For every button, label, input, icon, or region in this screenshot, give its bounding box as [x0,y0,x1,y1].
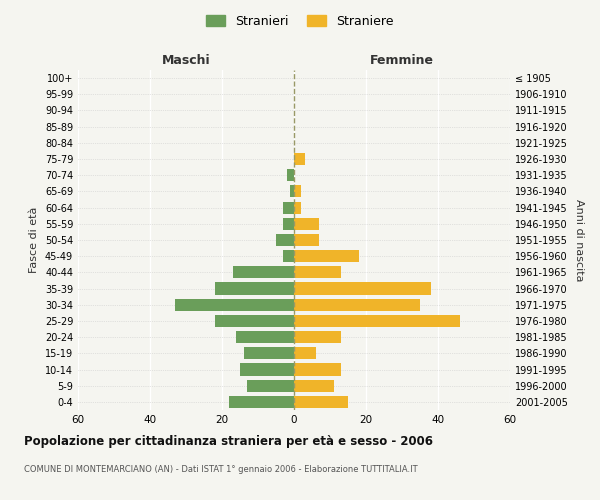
Bar [294,380,334,392]
Bar [244,348,294,360]
Bar [283,218,294,230]
Bar [294,153,305,165]
Bar [294,218,319,230]
Bar [294,315,460,327]
Bar [294,266,341,278]
Bar [236,331,294,343]
Bar [294,250,359,262]
Bar [294,396,348,408]
Text: Maschi: Maschi [161,54,211,67]
Bar [294,282,431,294]
Bar [215,315,294,327]
Legend: Stranieri, Straniere: Stranieri, Straniere [203,11,397,32]
Bar [294,348,316,360]
Bar [294,331,341,343]
Bar [287,169,294,181]
Y-axis label: Fasce di età: Fasce di età [29,207,39,273]
Bar [276,234,294,246]
Bar [294,234,319,246]
Bar [233,266,294,278]
Y-axis label: Anni di nascita: Anni di nascita [574,198,584,281]
Bar [215,282,294,294]
Bar [283,250,294,262]
Bar [240,364,294,376]
Text: Femmine: Femmine [370,54,434,67]
Text: COMUNE DI MONTEMARCIANO (AN) - Dati ISTAT 1° gennaio 2006 - Elaborazione TUTTITA: COMUNE DI MONTEMARCIANO (AN) - Dati ISTA… [24,465,418,474]
Bar [247,380,294,392]
Text: Popolazione per cittadinanza straniera per età e sesso - 2006: Popolazione per cittadinanza straniera p… [24,435,433,448]
Bar [294,298,420,311]
Bar [283,202,294,213]
Bar [294,202,301,213]
Bar [175,298,294,311]
Bar [290,186,294,198]
Bar [294,364,341,376]
Bar [294,186,301,198]
Bar [229,396,294,408]
